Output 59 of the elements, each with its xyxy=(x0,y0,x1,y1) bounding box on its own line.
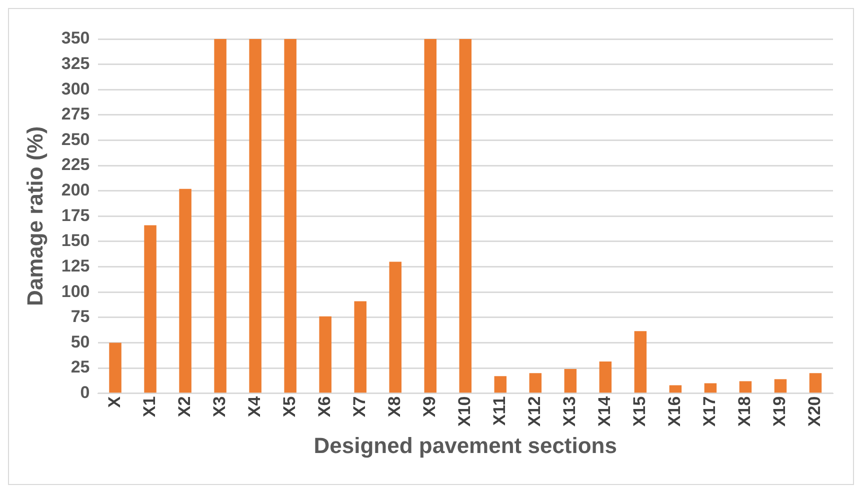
bar xyxy=(354,301,366,393)
y-tick-label: 275 xyxy=(61,104,90,124)
bar xyxy=(284,39,296,393)
bar xyxy=(179,188,192,393)
bar xyxy=(739,381,752,393)
x-tick-label: X12 xyxy=(525,396,544,427)
bar xyxy=(634,331,647,393)
bar xyxy=(494,376,507,393)
bar xyxy=(669,385,682,393)
y-tick-label: 225 xyxy=(61,155,90,174)
bar xyxy=(599,361,612,393)
bar xyxy=(424,39,436,393)
x-tick-label: X2 xyxy=(174,396,194,418)
y-tick-label: 125 xyxy=(61,256,90,276)
y-tick-label: 75 xyxy=(70,307,90,326)
y-tick-label: 50 xyxy=(70,332,90,352)
bar xyxy=(529,373,542,393)
bar xyxy=(144,225,156,393)
bar xyxy=(389,262,402,393)
x-tick-label: X19 xyxy=(770,396,790,427)
x-tick-label: X9 xyxy=(420,396,440,418)
bar xyxy=(774,379,787,393)
x-tick-label: X18 xyxy=(735,396,754,427)
y-tick-label: 0 xyxy=(80,383,90,402)
y-axis-title: Damage ratio (%) xyxy=(22,126,48,306)
x-tick-label: X16 xyxy=(665,396,684,427)
bar xyxy=(109,342,122,393)
x-tick-label: X17 xyxy=(700,396,720,427)
y-tick-label: 325 xyxy=(61,54,90,73)
bar xyxy=(214,39,226,393)
y-tick-label: 250 xyxy=(61,130,90,149)
y-tick-label: 175 xyxy=(61,206,90,225)
bar xyxy=(319,316,332,393)
y-tick-label: 100 xyxy=(61,282,90,301)
x-tick-label: X4 xyxy=(245,396,264,418)
x-tick-label: X6 xyxy=(315,396,334,418)
bar xyxy=(459,39,472,393)
x-tick-label: X8 xyxy=(385,396,404,418)
x-tick-label: X15 xyxy=(630,396,650,427)
y-tick-label: 25 xyxy=(70,358,90,377)
y-tick-label: 150 xyxy=(61,231,90,250)
bar xyxy=(704,383,717,393)
x-tick-label: X13 xyxy=(560,396,580,427)
x-tick-label: X10 xyxy=(455,396,474,427)
x-tick-label: X7 xyxy=(350,396,370,418)
bar xyxy=(564,369,577,393)
x-tick-label: X1 xyxy=(140,396,159,418)
bar xyxy=(809,373,822,393)
x-tick-label: X3 xyxy=(210,396,229,418)
x-tick-label: X20 xyxy=(805,396,824,427)
x-tick-label: X11 xyxy=(490,396,510,426)
bar xyxy=(249,39,262,393)
x-tick-label: X xyxy=(104,396,124,408)
x-tick-label: X14 xyxy=(595,396,614,427)
y-tick-label: 200 xyxy=(61,180,90,200)
y-tick-label: 300 xyxy=(61,79,90,98)
x-axis-title: Designed pavement sections xyxy=(314,432,617,458)
y-tick-label: 350 xyxy=(61,28,90,48)
x-tick-label: X5 xyxy=(280,396,300,418)
